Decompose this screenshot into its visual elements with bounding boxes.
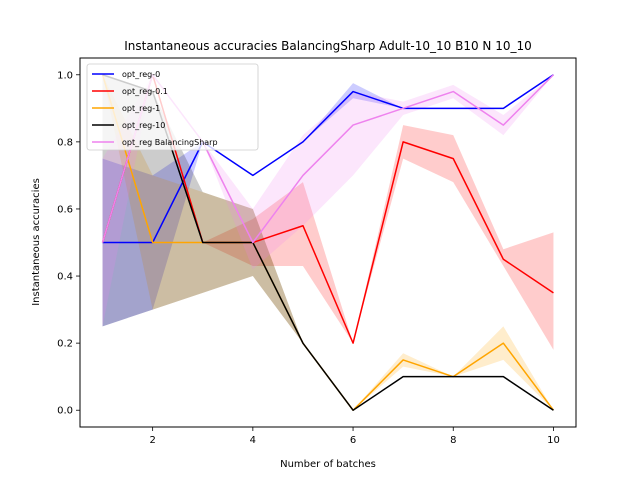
legend: opt_reg-0 opt_reg-0.1 opt_reg-1 opt_reg-10o…	[86, 63, 259, 151]
y-axis-label: Instantaneous accuracies	[31, 178, 42, 306]
y-tick-label: 0.4	[57, 272, 73, 283]
y-tick-label: 1.0	[57, 70, 73, 81]
y-tick-label: 0.2	[57, 339, 73, 350]
x-axis: 2 4 6 8 10	[149, 427, 560, 446]
line-series-1	[101, 74, 554, 344]
chart-title: Instantaneous accuracies BalancingSharp …	[124, 39, 532, 53]
x-tick-label: 4	[250, 435, 256, 446]
legend-box	[86, 63, 259, 151]
band-series-1	[102, 74, 554, 350]
y-tick-label: 0.6	[57, 204, 73, 215]
plot-frame	[79, 57, 577, 428]
y-axis: 0.0 0.2 0.4 0.6 0.8 1.0	[57, 70, 80, 417]
x-tick-label: 2	[149, 435, 155, 446]
x-tick-label: 10	[547, 435, 560, 446]
x-axis-label: Number of batches	[280, 459, 376, 470]
y-tick-label: 0.0	[57, 406, 73, 417]
legend-label: opt_reg BalancingSharp	[122, 138, 218, 147]
legend-label: opt_reg-0.1	[122, 87, 168, 96]
y-tick-label: 0.8	[57, 137, 73, 148]
line-series-3	[102, 74, 554, 411]
band-series-0	[102, 74, 554, 327]
x-tick-label: 8	[450, 435, 456, 446]
legend-label: opt_reg-1	[122, 104, 160, 113]
band-series-4	[102, 74, 554, 327]
legend-label: opt_reg-10	[122, 121, 165, 130]
x-tick-label: 6	[350, 435, 356, 446]
legend-label: opt_reg-0	[122, 70, 160, 79]
